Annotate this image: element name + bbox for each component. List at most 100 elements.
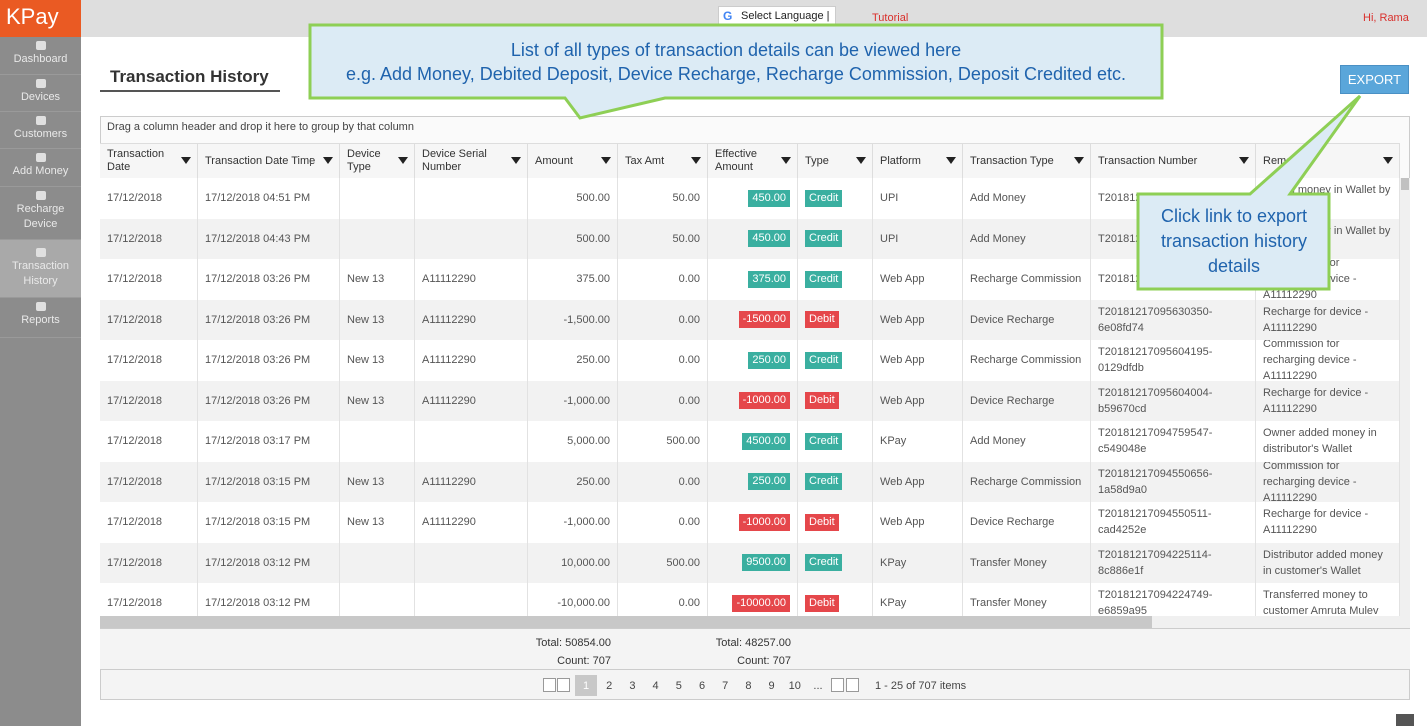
cell: Debit <box>798 380 873 421</box>
nav-item[interactable]: Add Money <box>0 149 81 187</box>
cell: A11112290 <box>415 259 528 300</box>
cell: Recharge Commission <box>963 461 1091 502</box>
cell: 500.00 <box>618 421 708 462</box>
page-link[interactable]: 3 <box>629 679 636 692</box>
cell: 250.00 <box>708 340 798 381</box>
cell: 17/12/2018 <box>100 178 198 219</box>
cell: T20181217095604195-0129dfdb <box>1091 340 1256 381</box>
page-link[interactable]: 2 <box>606 679 613 692</box>
callout-text: Click link to export transaction history… <box>1160 206 1308 276</box>
page-link[interactable]: 6 <box>698 679 706 692</box>
page-link[interactable]: 7 <box>722 679 729 692</box>
line: e.g. Add Money, Debited Deposit, Device … <box>345 64 1127 84</box>
nav-icon <box>35 79 46 88</box>
nav-icon <box>35 191 46 200</box>
effective-amount-badge: -1000.00 <box>738 392 790 410</box>
cell: 0.00 <box>618 340 708 381</box>
cell: Distributor added money in customer's Wa… <box>1256 542 1400 583</box>
page-link[interactable]: 9 <box>768 679 775 692</box>
filter-icon <box>1239 157 1249 164</box>
type-badge: Debit <box>805 513 839 531</box>
pager-nav[interactable] <box>543 678 556 692</box>
cell: 500.00 <box>618 542 708 583</box>
column-header[interactable]: Effective Amount <box>708 143 798 178</box>
cell: New 13 <box>340 380 415 421</box>
cell: Recharge for device - A11112290 <box>1256 380 1400 421</box>
language-select[interactable]: Select Language | ▼ <box>718 6 836 34</box>
cell: Device Recharge <box>963 380 1091 421</box>
cell: UPI <box>873 178 963 219</box>
column-header[interactable]: Tax Amt <box>618 143 708 178</box>
cell: -1000.00 <box>708 380 798 421</box>
cell: T20181217094224749-e6859a95 <box>1091 583 1256 624</box>
page-link[interactable]: 5 <box>675 679 682 692</box>
nav-label: Dashboard <box>13 53 68 65</box>
cell <box>415 421 528 462</box>
page-link[interactable]: 8 <box>745 679 752 692</box>
cell: -1500.00 <box>708 299 798 340</box>
logo[interactable]: KPay <box>0 0 81 37</box>
filter-icon <box>946 157 956 164</box>
column-header[interactable]: Transaction Date Time <box>198 143 340 178</box>
nav-icon <box>35 248 46 257</box>
effective-amount-badge: 450.00 <box>748 230 790 248</box>
cell: New 13 <box>340 461 415 502</box>
cell: A11112290 <box>415 380 528 421</box>
v-scrollbar[interactable] <box>1400 178 1410 616</box>
column-header[interactable]: Type <box>798 143 873 178</box>
column-header[interactable]: Transaction Number <box>1091 143 1256 178</box>
cell: Add Money <box>963 421 1091 462</box>
column-header[interactable]: Platform <box>873 143 963 178</box>
page-link[interactable]: 4 <box>652 679 659 692</box>
cell: 17/12/2018 <box>100 380 198 421</box>
nav-item[interactable]: Transaction History <box>0 240 81 298</box>
cell: New 13 <box>340 502 415 543</box>
cell: 500.00 <box>528 218 618 259</box>
cell: Web App <box>873 502 963 543</box>
group-hint: Drag a column header and drop it here to… <box>107 121 414 133</box>
cell: Web App <box>873 340 963 381</box>
cell: 17/12/2018 <box>100 421 198 462</box>
cell: Credit <box>798 461 873 502</box>
cell: -10,000.00 <box>528 583 618 624</box>
nav-item[interactable]: Reports <box>0 298 81 338</box>
cell: A11112290 <box>415 502 528 543</box>
cell: 17/12/2018 03:26 PM <box>198 259 340 300</box>
column-header[interactable]: Transaction Date <box>100 143 198 178</box>
scroll-top <box>1396 714 1414 726</box>
nav-icon <box>35 116 46 125</box>
column-header[interactable]: Device Type <box>340 143 415 178</box>
cell: Credit <box>798 259 873 300</box>
type-badge: Credit <box>805 189 843 207</box>
nav-icon <box>35 41 46 50</box>
pager-nav[interactable] <box>557 678 570 692</box>
column-header[interactable]: Transaction Type <box>963 143 1091 178</box>
pager-nav[interactable] <box>846 678 859 692</box>
page-link[interactable]: 10 <box>788 679 801 692</box>
column-header[interactable]: Remarks <box>1256 143 1400 178</box>
cell: 17/12/2018 03:17 PM <box>198 421 340 462</box>
column-header[interactable]: Amount <box>528 143 618 178</box>
filter-icon <box>781 157 791 164</box>
nav-item[interactable]: Dashboard <box>0 37 81 75</box>
cell: 50.00 <box>618 218 708 259</box>
cell: A11112290 <box>415 299 528 340</box>
cell: Device Recharge <box>963 502 1091 543</box>
nav-item[interactable]: Customers <box>0 112 81 149</box>
cell: 17/12/2018 <box>100 542 198 583</box>
page-link[interactable]: 1 <box>575 675 597 696</box>
nav-item[interactable]: Devices <box>0 75 81 112</box>
h-scrollbar[interactable] <box>100 616 1410 628</box>
nav-item[interactable]: Recharge Device <box>0 187 81 240</box>
filter-icon <box>1383 157 1393 164</box>
column-header[interactable]: Device Serial Number <box>415 143 528 178</box>
tutorial-link[interactable]: Tutorial <box>872 12 909 24</box>
export-button[interactable]: EXPORT <box>1340 65 1409 94</box>
page-link[interactable]: ... <box>813 679 823 692</box>
cell: -10000.00 <box>708 583 798 624</box>
cell: 17/12/2018 03:26 PM <box>198 299 340 340</box>
pager-nav[interactable] <box>831 678 844 692</box>
cell: Credit <box>798 178 873 219</box>
cell: 17/12/2018 <box>100 583 198 624</box>
